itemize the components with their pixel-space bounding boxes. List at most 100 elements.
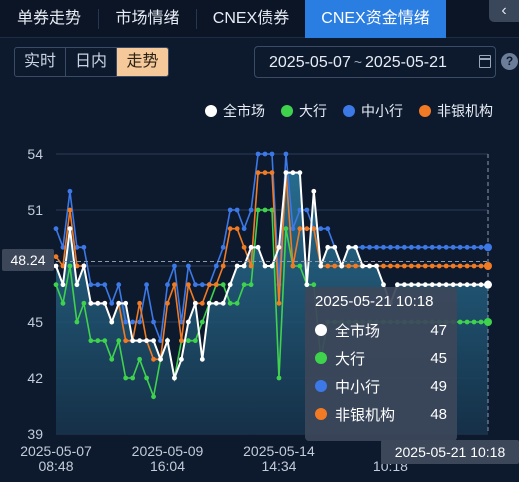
series-point-2 [130,319,136,325]
series-point-2 [360,244,365,250]
tooltip-series-name: 中小行 [335,378,381,396]
series-point-0 [144,338,149,344]
tab-cnex-funding-sentiment[interactable]: CNEX资金情绪 [305,0,446,38]
series-point-3 [241,244,247,250]
series-point-2 [213,263,219,269]
series-point-2 [165,282,170,288]
tooltip-series-value: 47 [430,321,447,339]
chart-legend: 全市场 大行 中小行 非银机构 [205,101,493,121]
series-point-0 [450,282,456,288]
chevron-left-icon[interactable]: ‹ [489,0,519,22]
tab-divider [98,9,99,29]
date-range-picker[interactable]: 2025-05-07 ~2025-05-21 [254,46,496,78]
tooltip-row: 大行 45 [315,344,447,372]
series-point-3 [199,300,205,306]
highlight-point-3 [484,262,492,270]
series-point-3 [471,263,477,269]
series-point-3 [353,263,359,269]
x-tick-label: 14:34 [261,458,296,474]
series-point-0 [255,244,261,250]
series-point-1 [478,319,484,325]
series-point-3 [388,263,393,269]
series-point-2 [457,244,463,250]
series-point-0 [137,338,143,344]
series-point-0 [318,263,324,269]
series-point-1 [74,319,80,325]
series-point-2 [81,244,87,250]
series-point-0 [478,282,484,288]
series-point-2 [388,244,393,250]
series-point-3 [179,338,184,344]
series-point-0 [109,319,115,325]
date-range-separator: ~ [353,54,363,70]
series-point-2 [60,244,66,250]
series-point-1 [192,338,198,344]
series-point-0 [227,282,233,288]
series-point-3 [67,207,73,213]
highlight-point-2 [484,243,492,252]
tab-cnex-bond[interactable]: CNEX债券 [212,10,290,27]
series-point-2 [269,151,275,157]
series-point-1 [60,300,66,306]
segment-realtime[interactable]: 实时 [15,48,66,76]
series-point-2 [53,226,59,232]
series-point-0 [53,263,59,269]
series-point-2 [137,319,143,325]
series-point-0 [172,375,177,381]
series-point-3 [172,282,177,288]
series-point-3 [457,263,463,269]
series-point-2 [123,319,129,325]
series-point-0 [381,282,386,288]
series-point-0 [234,263,240,269]
series-point-0 [415,282,421,288]
series-point-2 [262,151,268,157]
series-point-0 [339,263,345,269]
segment-trend[interactable]: 走势 [117,48,168,76]
legend-item-big-banks[interactable]: 大行 [281,101,327,121]
tooltip-row: 全市场 47 [315,316,447,344]
series-point-2 [158,338,163,344]
series-point-0 [443,282,449,288]
series-point-2 [283,151,289,157]
series-point-0 [248,244,254,250]
series-point-1 [130,375,136,381]
calendar-icon [479,55,491,68]
series-point-0 [185,319,191,325]
legend-item-small-banks[interactable]: 中小行 [343,101,403,121]
series-point-0 [158,356,163,362]
series-point-1 [144,375,149,381]
series-point-2 [471,244,477,250]
series-point-2 [151,319,156,325]
series-point-1 [81,300,87,306]
series-point-3 [332,263,338,269]
series-point-3 [123,338,129,344]
series-point-0 [374,263,379,269]
help-icon[interactable]: ? [501,53,518,70]
tab-market-sentiment[interactable]: 市场情绪 [115,10,180,27]
series-point-0 [179,356,184,362]
series-point-3 [408,263,414,269]
legend-item-non-bank[interactable]: 非银机构 [419,101,493,121]
series-point-1 [199,319,205,325]
series-point-0 [395,282,400,288]
series-point-3 [443,263,449,269]
series-point-0 [165,338,170,344]
series-point-2 [478,244,484,250]
series-point-0 [367,263,372,269]
series-point-2 [102,282,108,288]
x-tick-label: 16:04 [150,458,185,474]
legend-item-all-market[interactable]: 全市场 [205,101,265,121]
series-point-1 [116,338,122,344]
series-point-0 [283,170,289,176]
series-point-0 [297,170,303,176]
series-point-1 [457,319,463,325]
tab-single-bond-trend[interactable]: 单券走势 [16,10,81,27]
series-point-2 [443,244,449,250]
series-point-2 [381,244,386,250]
series-point-2 [422,244,428,250]
series-point-3 [227,226,233,232]
segment-intraday[interactable]: 日内 [66,48,117,76]
series-point-3 [213,282,219,288]
series-point-0 [346,244,352,250]
series-point-1 [109,356,115,362]
